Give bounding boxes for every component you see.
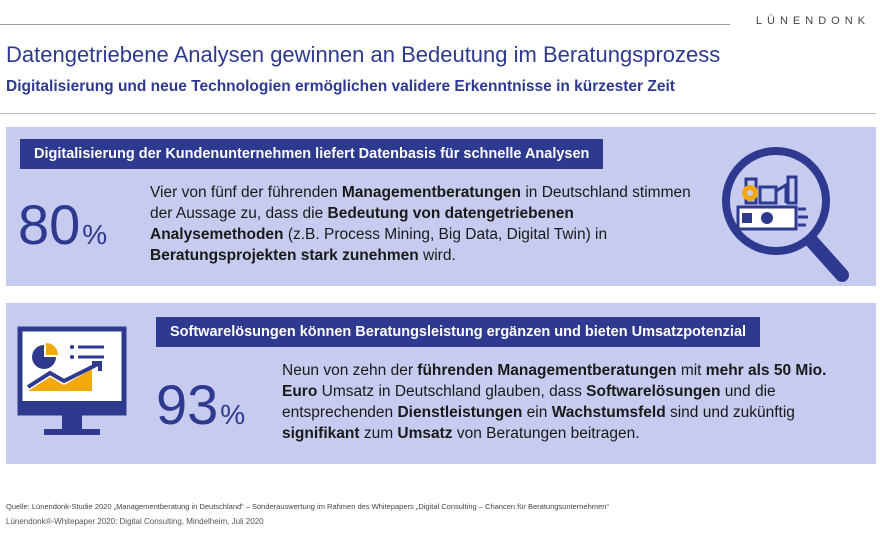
text-segment: Umsatz in Deutschland glauben, dass: [317, 383, 587, 400]
stat-unit: %: [220, 399, 246, 430]
text-segment: in Deutschland stimmen der Aussage zu, d…: [150, 184, 691, 222]
text-segment: wird.: [418, 247, 456, 264]
stat-unit: %: [82, 219, 108, 250]
page-title: Datengetriebene Analysen gewinnen an Bed…: [6, 42, 721, 67]
monitor-dashboard-icon: [17, 326, 127, 435]
text-segment: zum: [359, 425, 398, 442]
text-bold: Umsatz: [397, 425, 453, 442]
source-note: Quelle: Lünendonk-Studie 2020 „Managemen…: [6, 502, 609, 511]
text-bold: Dienstleistungen: [397, 404, 523, 421]
panel-heading-1: Digitalisierung der Kundenunternehmen li…: [20, 139, 604, 169]
panel-heading-2: Softwarelösungen können Beratungsleistun…: [156, 317, 761, 347]
text-bold: führenden Managementberatungen: [417, 362, 677, 379]
text-segment: von Beratungen beitragen.: [452, 425, 640, 442]
finding-panel-2: Softwarelösungen können Beratungsleistun…: [6, 303, 876, 464]
text-segment: mit: [676, 362, 706, 379]
text-bold: Bedeutung von datengetriebenen Analyseme…: [150, 205, 574, 243]
text-segment: ein: [522, 404, 552, 421]
stat-93-percent: 93%: [156, 377, 245, 433]
text-bold: mehr als 50 Mio. Euro: [282, 362, 827, 400]
text-segment: sind und zukünftig: [665, 404, 795, 421]
text-bold: Managementberatungen: [341, 184, 522, 201]
panel-text-1: Vier von fünf der führenden Managementbe…: [150, 182, 710, 266]
panel-text-2: Neun von zehn der führenden Managementbe…: [282, 360, 862, 444]
text-bold: Beratungsprojekten stark zunehmen: [150, 247, 419, 264]
text-bold: signifikant: [282, 425, 360, 442]
citation-note: Lünendonk®-Whitepaper 2020: Digital Cons…: [6, 517, 264, 526]
page-subtitle: Digitalisierung und neue Technologien er…: [6, 78, 675, 95]
text-bold: Softwarelösungen: [586, 383, 721, 400]
top-rule: [0, 24, 730, 25]
stat-number: 93: [156, 373, 219, 436]
stat-number: 80: [18, 193, 81, 256]
divider: [0, 113, 876, 114]
text-segment: Vier von fünf der führenden: [150, 184, 342, 201]
text-bold: Wachstumsfeld: [551, 404, 666, 421]
finding-panel-1: Digitalisierung der Kundenunternehmen li…: [6, 127, 876, 286]
text-segment: (z.B. Process Mining, Big Data, Digital …: [283, 226, 608, 243]
text-segment: und die entsprechenden: [282, 383, 776, 421]
magnifier-analytics-icon: [722, 147, 849, 282]
stat-80-percent: 80%: [18, 197, 107, 253]
text-segment: Neun von zehn der: [282, 362, 418, 379]
brand-logo: LÜNENDONK: [755, 15, 870, 27]
